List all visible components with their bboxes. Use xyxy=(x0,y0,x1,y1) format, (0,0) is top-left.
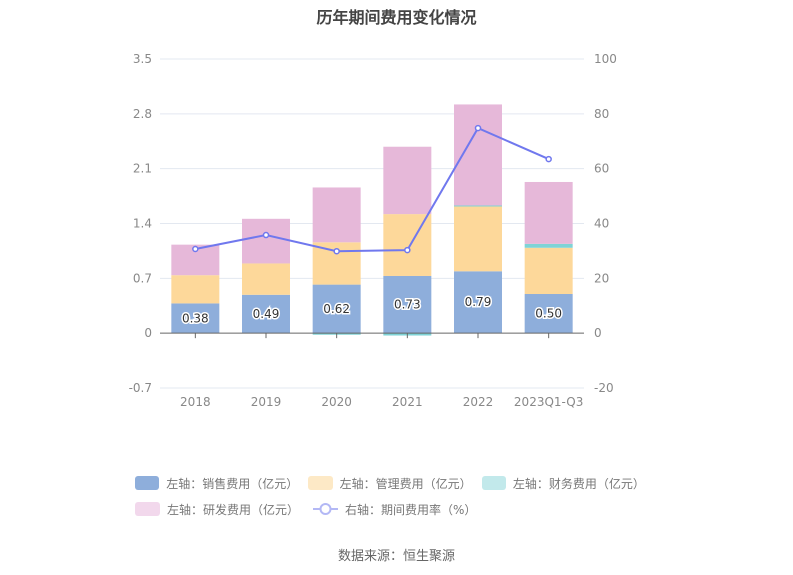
right-tick-label: 0 xyxy=(594,326,602,340)
bar-data-label: 0.73 xyxy=(394,298,421,312)
x-tick-label: 2019 xyxy=(251,395,282,409)
bar-data-label: 0.79 xyxy=(465,295,492,309)
bar-segment-2 xyxy=(524,243,573,248)
left-tick-label: 0.7 xyxy=(133,271,152,285)
bar-data-label: 0.49 xyxy=(253,307,280,321)
legend-item-rate[interactable]: 右轴：期间费用率（%） xyxy=(313,501,476,518)
left-tick-label: 3.5 xyxy=(133,52,152,66)
bar-segment-1 xyxy=(524,247,573,294)
x-tick-label: 2022 xyxy=(463,395,494,409)
chart-svg: -0.7 0 0.7 1.4 2.1 2.8 3.5 -20 0 20 40 60 80 100 2018 0… xyxy=(129,52,617,409)
bar-segment-3 xyxy=(454,104,502,206)
bar-segment-0 xyxy=(524,294,573,334)
rate-point xyxy=(474,124,482,132)
bar-segment-0 xyxy=(454,271,502,334)
legend-swatch-rd xyxy=(135,502,160,516)
legend-swatch-finance xyxy=(481,476,506,490)
legend-label-rate: 右轴：期间费用率（%） xyxy=(345,502,477,517)
bar-segment-1 xyxy=(454,206,502,272)
x-tick-label: 2021 xyxy=(392,395,423,409)
bar-segment-3 xyxy=(524,181,573,244)
legend-label-admin: 左轴：管理费用（亿元） xyxy=(339,476,472,491)
legend-line-marker-icon xyxy=(313,503,339,515)
x-tick-label: 2020 xyxy=(321,395,352,409)
left-tick-label: 2.8 xyxy=(133,107,152,121)
left-tick-label: -0.7 xyxy=(129,381,152,395)
x-tick-label: 2018 xyxy=(180,395,211,409)
bar-segment-2 xyxy=(454,205,502,207)
bar-segment-3 xyxy=(312,187,361,243)
legend-swatch-admin xyxy=(308,476,333,490)
right-tick-label: 100 xyxy=(594,52,617,66)
x-tick-label: 2023Q1-Q3 xyxy=(514,395,583,409)
bar-segment-0 xyxy=(383,275,432,334)
legend-label-finance: 左轴：财务费用（亿元） xyxy=(512,476,645,491)
bar-segment-0 xyxy=(242,294,290,334)
rate-point xyxy=(404,246,411,254)
right-tick-label: -20 xyxy=(594,381,614,395)
bar-segment-0 xyxy=(312,284,361,334)
rate-point xyxy=(262,231,270,239)
legend-label-rd: 左轴：研发费用（亿元） xyxy=(167,502,300,517)
legend-item-rd[interactable]: 左轴：研发费用（亿元） xyxy=(135,501,299,518)
legend-item-sales[interactable]: 左轴：销售费用（亿元） xyxy=(135,475,299,492)
bar-data-label: 0.62 xyxy=(323,302,350,316)
rate-point xyxy=(545,155,552,163)
right-tick-label: 80 xyxy=(594,107,609,121)
left-tick-label: 2.1 xyxy=(133,162,152,176)
chart-title: 历年期间费用变化情况 xyxy=(316,8,477,27)
bar-segment-0 xyxy=(171,303,220,334)
left-tick-label: 0 xyxy=(144,326,152,340)
bar-segment-1 xyxy=(383,214,432,276)
bar-segment-1 xyxy=(242,263,290,295)
bar-segment-1 xyxy=(171,275,220,304)
right-tick-label: 40 xyxy=(594,217,609,231)
legend-label-sales: 左轴：销售费用（亿元） xyxy=(166,476,299,491)
legend-item-admin[interactable]: 左轴：管理费用（亿元） xyxy=(308,475,472,492)
rate-line xyxy=(195,126,550,253)
bar-segment-3 xyxy=(242,218,290,264)
bar-data-label: 0.38 xyxy=(182,311,209,325)
left-tick-label: 1.4 xyxy=(133,217,152,231)
rate-point xyxy=(192,245,199,253)
legend-item-finance[interactable]: 左轴：财务费用（亿元） xyxy=(481,475,645,492)
bar-segment-3 xyxy=(383,146,432,215)
data-source: 数据来源：恒生聚源 xyxy=(337,549,455,564)
legend-swatch-sales xyxy=(135,476,160,490)
right-tick-label: 20 xyxy=(594,271,609,285)
legend: 左轴：销售费用（亿元） 左轴：管理费用（亿元） 左轴：财务费用（亿元） 左轴：研… xyxy=(135,472,655,524)
rate-point xyxy=(333,247,340,255)
right-tick-label: 60 xyxy=(594,162,609,176)
bar-data-label: 0.50 xyxy=(535,307,562,321)
